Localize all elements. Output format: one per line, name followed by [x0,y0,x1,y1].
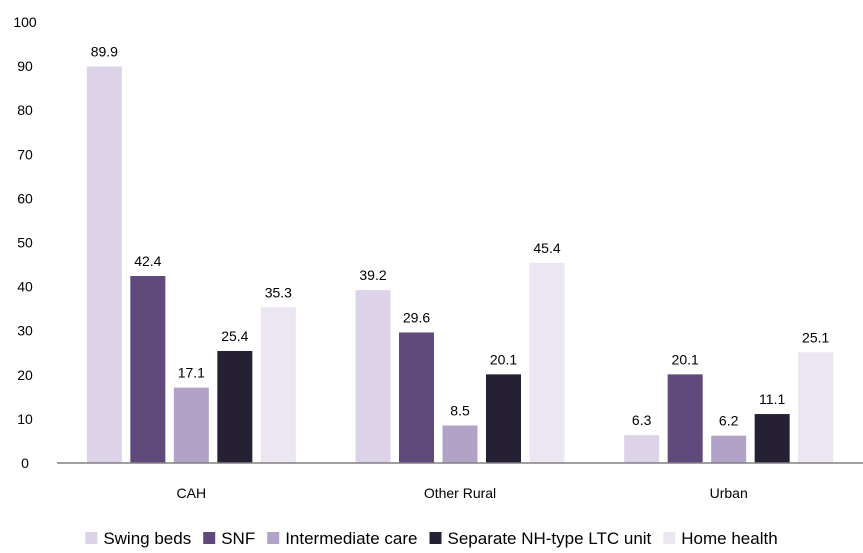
bar [173,387,209,463]
bar [711,435,747,463]
data-label: 8.5 [450,403,470,419]
data-label: 11.1 [759,391,785,407]
legend-swatch [85,532,98,544]
data-label: 42.4 [134,253,161,269]
data-label: 45.4 [533,240,560,256]
bar [529,262,565,463]
bar [798,352,834,463]
legend-item: Home health [663,529,778,548]
bar [624,435,660,463]
y-axis-ticks: 0 10 20 30 40 50 60 70 80 90 100 [13,14,37,471]
y-tick-label: 100 [13,14,37,30]
legend-swatch [429,532,442,544]
y-tick-label: 20 [17,367,33,383]
data-label: 17.1 [178,365,205,381]
bar [486,374,521,463]
legend-item: SNF [203,529,255,548]
data-label: 25.1 [802,329,829,345]
data-label: 20.1 [672,351,699,367]
y-tick-label: 10 [17,411,33,427]
legend-label: Home health [681,529,777,548]
bar [86,66,122,463]
data-labels: 89.9 42.4 17.1 25.4 35.3 39.2 29.6 8.5 20.1 45.4 6… [91,44,830,429]
y-tick-label: 70 [17,146,33,162]
data-label: 6.3 [632,412,652,428]
data-label: 39.2 [359,267,386,283]
legend-swatch [663,532,676,544]
legend-label: Intermediate care [285,529,417,548]
legend-swatch [267,532,280,544]
legend-label: SNF [221,529,255,548]
legend-label: Separate NH-type LTC unit [448,529,652,548]
data-label: 89.9 [91,44,118,60]
data-label: 35.3 [265,284,292,300]
data-label: 6.2 [719,413,739,429]
y-tick-label: 60 [17,190,33,206]
bar [442,425,478,463]
bar [355,290,391,463]
bar [260,307,296,463]
legend-swatch [203,532,216,544]
data-label: 20.1 [490,351,517,367]
y-tick-label: 90 [17,58,33,74]
bar [667,374,703,463]
category-label: CAH [177,485,207,501]
bar [130,276,166,463]
legend-item: Intermediate care [267,529,418,548]
y-tick-label: 0 [21,455,29,471]
data-label: 29.6 [403,309,430,325]
bar [217,350,253,463]
bar [754,414,790,463]
legend-label: Swing beds [103,529,191,548]
y-tick-label: 40 [17,279,33,295]
y-tick-label: 50 [17,235,33,251]
category-labels: CAH Other Rural Urban [177,485,748,501]
y-tick-label: 30 [17,323,33,339]
bar [399,332,434,463]
legend-item: Separate NH-type LTC unit [429,529,652,548]
legend: Swing beds SNF Intermediate care Separate N… [85,529,778,548]
category-label: Other Rural [424,485,496,501]
category-label: Urban [710,485,748,501]
y-tick-label: 80 [17,102,33,118]
legend-item: Swing beds [85,529,191,548]
bars [86,66,834,463]
data-label: 25.4 [221,328,248,344]
